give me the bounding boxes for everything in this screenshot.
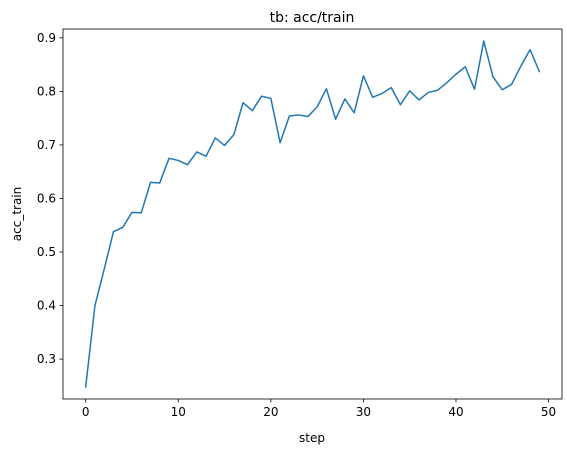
series-line <box>84 40 541 388</box>
y-tick-label: 0.8 <box>37 84 56 98</box>
y-tick-label: 0.4 <box>37 299 56 313</box>
plot-frame <box>62 28 563 400</box>
x-tick-label: 0 <box>82 405 90 419</box>
x-tick-label: 10 <box>171 405 186 419</box>
x-axis: 0 10 20 30 40 50 <box>82 399 556 419</box>
plot-area <box>63 29 562 399</box>
chart-title: tb: acc/train <box>270 10 355 26</box>
y-tick-label: 0.7 <box>37 138 56 152</box>
x-tick-label: 20 <box>263 405 278 419</box>
x-tick-label: 40 <box>448 405 463 419</box>
y-tick-label: 0.5 <box>37 245 56 259</box>
x-tick-label: 50 <box>541 405 556 419</box>
series-layer <box>84 40 541 388</box>
y-axis-label: acc_train <box>10 187 24 241</box>
y-axis: 0.3 0.4 0.5 0.6 0.7 0.8 0.9 <box>37 31 63 366</box>
x-axis-label: step <box>299 431 325 445</box>
x-tick-label: 30 <box>356 405 371 419</box>
y-tick-label: 0.6 <box>37 191 56 205</box>
y-tick-label: 0.3 <box>37 352 56 366</box>
y-tick-label: 0.9 <box>37 31 56 45</box>
